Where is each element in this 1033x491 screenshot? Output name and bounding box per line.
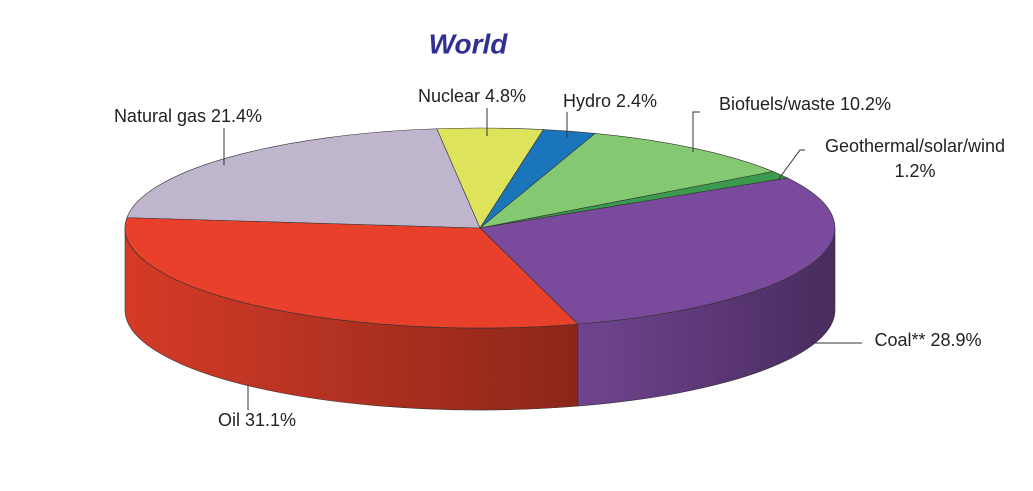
category-label: Natural gas [114, 106, 206, 126]
pie-slice [124, 217, 579, 329]
pie-slice [479, 177, 836, 325]
slice-label: Hydro 2.4% [563, 91, 657, 111]
value-label: 4.8% [485, 86, 526, 106]
chart-title: World [429, 28, 509, 59]
slice-label: Biofuels/waste 10.2% [719, 94, 891, 114]
value-label: 21.4% [211, 106, 262, 126]
slice-label: Geothermal/solar/wind [825, 136, 1005, 156]
value-label: 2.4% [616, 91, 657, 111]
category-label: Oil [218, 410, 240, 430]
pie-slice [479, 133, 775, 229]
slice-label: Nuclear 4.8% [418, 86, 526, 106]
value-label: 10.2% [840, 94, 891, 114]
category-label: Hydro [563, 91, 611, 111]
category-label: Coal** [874, 330, 925, 350]
category-label: Biofuels/waste [719, 94, 835, 114]
slice-label: Natural gas 21.4% [114, 106, 262, 126]
labels: Nuclear 4.8% Hydro 2.4% Biofuels/waste 10.2% G… [114, 86, 1005, 430]
pie-slice [126, 128, 481, 229]
pie-tops [124, 127, 836, 329]
category-label: Nuclear [418, 86, 480, 106]
slice-label: Coal** 28.9% [874, 330, 981, 350]
value-label: 31.1% [245, 410, 296, 430]
leader-line [692, 111, 700, 152]
slice-label: Oil 31.1% [218, 410, 296, 430]
leader-line [777, 149, 805, 181]
value-label: 28.9% [930, 330, 981, 350]
value-label: 1.2% [894, 161, 935, 181]
